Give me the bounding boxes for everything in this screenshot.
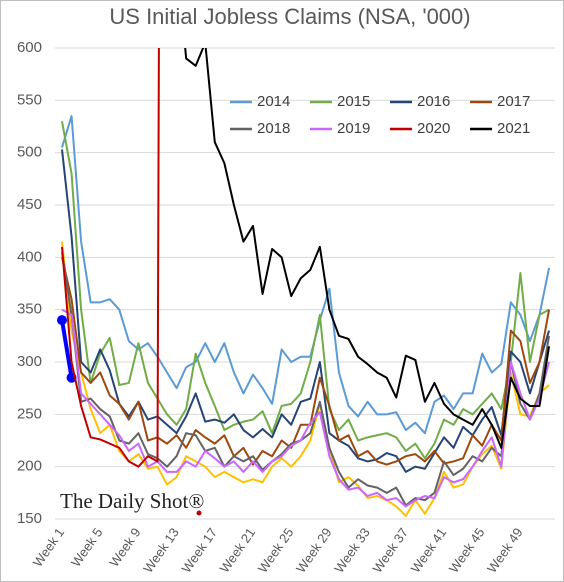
series-line: [61, 308, 551, 508]
y-tick-label: 200: [17, 458, 42, 475]
series-line: [61, 121, 550, 460]
series-line: [61, 251, 551, 507]
legend-label: 2017: [497, 93, 530, 110]
series-line: [61, 48, 160, 468]
legend-label: 2014: [257, 93, 290, 110]
chart-title: US Initial Jobless Claims (NSA, '000): [109, 4, 470, 29]
series-line: [61, 149, 551, 473]
y-tick-label: 300: [17, 353, 42, 370]
y-tick-label: 450: [17, 196, 42, 213]
y-tick-label: 350: [17, 301, 42, 318]
legend-label: 2021: [497, 120, 530, 137]
series-line: [61, 257, 551, 466]
y-tick-label: 150: [17, 510, 42, 527]
watermark: The Daily Shot®: [60, 489, 204, 513]
point: [57, 315, 67, 326]
legend-label: 2015: [337, 93, 370, 110]
plot: [57, 48, 551, 517]
y-tick-label: 550: [17, 91, 42, 108]
y-tick-label: 400: [17, 248, 42, 265]
y-tick-label: 600: [17, 39, 42, 56]
legend-label: 2020: [417, 120, 450, 137]
legend-label: 2016: [417, 93, 450, 110]
legend-label: 2018: [257, 120, 290, 137]
series-line: [61, 115, 551, 435]
series-line: [184, 48, 551, 449]
logo-dot: [196, 510, 202, 516]
series-line: [60, 319, 74, 379]
y-tick-label: 250: [17, 405, 42, 422]
legend: 2014 2015 2016 2017 2018 2019 2020 2021: [230, 93, 530, 137]
y-tick-label: 500: [17, 144, 42, 161]
legend-label: 2019: [337, 120, 370, 137]
